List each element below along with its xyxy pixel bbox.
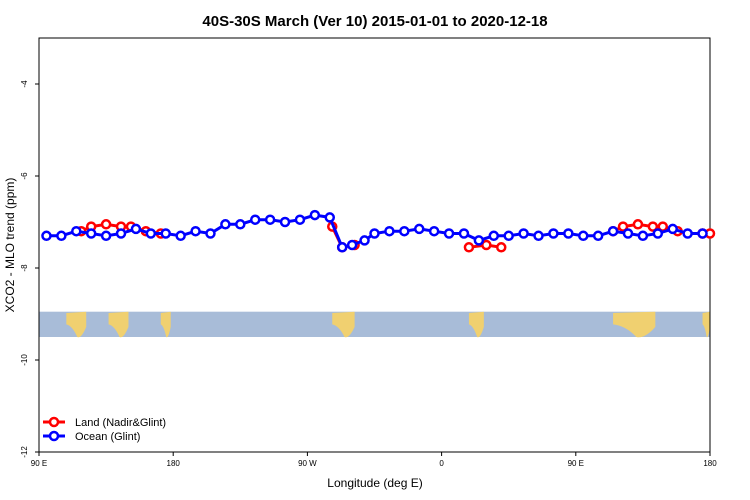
series-0-point-0-2 (100, 219, 112, 230)
series-1-point-0-26 (413, 223, 425, 235)
chart-title: 40S-30S March (Ver 10) 2015-01-01 to 202… (202, 13, 547, 30)
series-1-point-0-20 (336, 242, 348, 253)
x-axis-label: Longitude (deg E) (327, 476, 422, 490)
y-axis-label: XCO2 - MLO trend (ppm) (3, 178, 17, 313)
series-1-point-0-7 (145, 228, 157, 239)
series-1-point-0-23 (369, 228, 380, 239)
series-1-point-0-37 (578, 230, 589, 242)
y-axis: -4 -6 -8 -10 -12 (20, 80, 39, 458)
x-tick-label-1: 180 (167, 459, 181, 468)
map-land-2 (160, 311, 171, 338)
series-1-point-0-13 (235, 219, 246, 230)
y-tick-label-2: -8 (20, 264, 29, 272)
x-tick-label-3: 0 (439, 459, 444, 468)
series-1-point-0-9 (175, 230, 186, 242)
legend-marker-1 (48, 430, 60, 442)
y-tick-label-4: -12 (20, 446, 29, 458)
map-land-0 (66, 311, 87, 338)
series-1-point-0-0 (41, 230, 52, 242)
series-1-point-0-38 (592, 230, 604, 242)
y-tick-label-3: -10 (20, 354, 29, 366)
series-0-point-2-2 (495, 242, 507, 253)
legend-label-1: Ocean (Glint) (75, 431, 140, 443)
series-1-point-0-19 (324, 212, 336, 223)
map-land-1 (108, 311, 129, 338)
series-1-point-0-30 (473, 235, 485, 246)
series-1-point-0-1 (56, 230, 67, 242)
x-tick-label-0: 90 E (31, 459, 47, 468)
series-1-point-0-41 (637, 230, 649, 242)
series-0-point-2-1 (481, 239, 492, 251)
y-tick-label-1: -6 (20, 172, 29, 180)
series-1-point-0-17 (294, 214, 306, 225)
series-1-point-0-10 (190, 225, 201, 237)
map-land-6 (702, 311, 710, 338)
series-1-point-0-34 (533, 230, 544, 242)
series-1-point-0-27 (428, 225, 440, 237)
series-1-point-0-22 (359, 235, 370, 246)
series-0-point-3-1 (617, 221, 629, 232)
series-1-point-0-45 (697, 228, 708, 239)
series-1-point-0-33 (518, 228, 529, 239)
series-1-point-0-42 (652, 228, 664, 239)
series-1-point-0-28 (443, 228, 455, 239)
series-1-point-0-25 (399, 225, 410, 237)
x-axis: 90 E 180 90 W 0 90 E 180 (31, 452, 717, 468)
series-1-point-0-24 (384, 225, 395, 237)
series-1-point-0-35 (548, 228, 559, 239)
series-1-point-0-18 (309, 209, 321, 221)
series-1-point-0-3 (85, 228, 97, 239)
series-1-point-0-40 (622, 228, 634, 239)
series-1-point-0-16 (279, 216, 291, 228)
series-1-point-0-29 (458, 228, 470, 239)
legend-marker-0 (48, 416, 60, 428)
series-1-point-0-2 (71, 225, 82, 237)
map-land-4 (468, 311, 484, 338)
series-0-point-2-0 (463, 242, 475, 253)
series-1-point-0-44 (682, 228, 693, 239)
map-strip (39, 311, 710, 338)
plot-frame (38, 37, 711, 453)
series-1-point-0-4 (100, 230, 112, 242)
series-1-point-0-32 (503, 230, 514, 242)
series-1-point-0-11 (205, 228, 216, 239)
series-1-line-0 (46, 213, 703, 249)
series-1-point-0-8 (160, 228, 171, 239)
map-land-3 (332, 311, 355, 338)
series-1-point-0-15 (264, 214, 276, 225)
series-1-point-0-21 (346, 239, 358, 251)
series-1-point-0-6 (130, 223, 142, 235)
legend-label-0: Land (Nadir&Glint) (75, 417, 166, 429)
series-0-point-3-2 (632, 219, 644, 230)
series-1-point-0-39 (607, 225, 619, 237)
x-tick-label-4: 90 E (568, 459, 584, 468)
series-1-point-0-12 (220, 219, 231, 230)
x-tick-label-5: 180 (703, 459, 717, 468)
map-ocean (39, 311, 710, 337)
series-1-point-0-5 (115, 228, 127, 239)
series-layer (41, 209, 716, 253)
x-tick-label-2: 90 W (298, 459, 317, 468)
series-1-point-0-43 (667, 223, 678, 235)
map-land-5 (613, 311, 656, 338)
series-0-point-3-3 (647, 221, 659, 232)
y-tick-label-0: -4 (20, 80, 29, 88)
series-1-point-0-36 (563, 228, 574, 239)
series-1-point-0-14 (249, 214, 261, 225)
legend: Land (Nadir&Glint) Ocean (Glint) (43, 416, 166, 443)
series-1-point-0-31 (488, 230, 500, 242)
